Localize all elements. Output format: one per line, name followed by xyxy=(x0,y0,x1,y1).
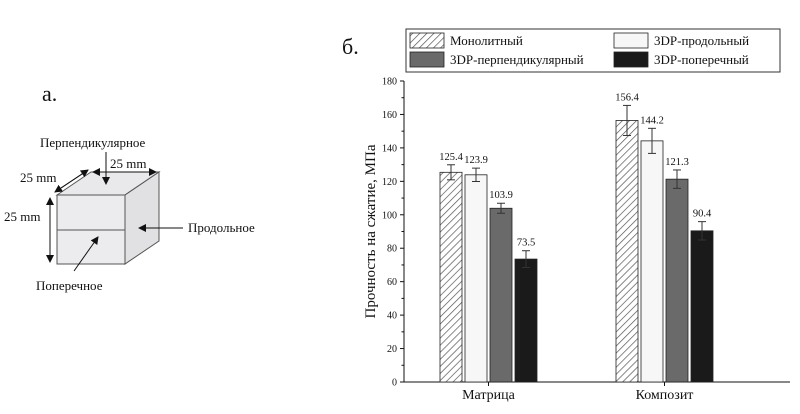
bar xyxy=(640,140,664,383)
y-tick-label: 60 xyxy=(387,277,397,288)
legend-label: 3DP-поперечный xyxy=(654,52,749,67)
legend-label: 3DP-перпендикулярный xyxy=(450,52,584,67)
legend-swatch xyxy=(409,32,445,49)
data-label: 90.4 xyxy=(693,209,712,220)
x-tick-label: Композит xyxy=(636,388,694,403)
y-tick-label: 160 xyxy=(382,110,397,121)
bar xyxy=(615,120,639,383)
x-tick-label: Матрица xyxy=(462,388,516,403)
bar xyxy=(489,207,513,383)
legend-swatch xyxy=(409,51,445,68)
legend-swatch xyxy=(613,51,649,68)
y-tick-label: 20 xyxy=(387,344,397,355)
data-label: 125.4 xyxy=(439,152,463,163)
y-tick-label: 100 xyxy=(382,210,397,221)
legend-label: 3DP-продольный xyxy=(654,33,749,48)
dim-label-height: 25 mm xyxy=(4,209,40,224)
bar xyxy=(464,174,488,383)
data-label: 144.2 xyxy=(640,115,664,126)
panel-a-label: а. xyxy=(42,81,57,106)
bar xyxy=(439,171,463,383)
data-label: 123.9 xyxy=(464,155,488,166)
data-label: 73.5 xyxy=(517,238,535,249)
transverse-label: Поперечное xyxy=(36,278,103,293)
panel-b: б. Монолитный 3DP-продольный 3DP-перпендик… xyxy=(342,28,790,403)
cube-diagram xyxy=(55,171,161,265)
bar xyxy=(514,258,538,383)
perpendicular-label: Перпендикулярное xyxy=(40,135,146,150)
panel-b-label: б. xyxy=(342,34,359,59)
dim-label-top: 25 mm xyxy=(110,156,146,171)
longitudinal-label: Продольное xyxy=(188,220,255,235)
y-tick-label: 0 xyxy=(392,378,397,389)
legend-box xyxy=(405,28,781,73)
legend-swatch xyxy=(613,32,649,49)
chart-area: 0 20 40 60 80 100 120 140 160 180 Прочность на сжа… xyxy=(363,77,790,403)
y-tick-label: 80 xyxy=(387,244,397,255)
y-tick-label: 180 xyxy=(382,77,397,88)
panel-a: а. 25 mm 25 mm 25 mm Перпендикулярное Пр… xyxy=(4,81,255,293)
legend-label: Монолитный xyxy=(450,33,523,48)
y-axis-label: Прочность на сжатие, МПа xyxy=(363,144,379,318)
data-label: 103.9 xyxy=(489,190,513,201)
dim-label-diag: 25 mm xyxy=(20,170,56,185)
bar xyxy=(690,230,714,383)
y-tick-label: 40 xyxy=(387,311,397,322)
chart-legend: Монолитный 3DP-продольный 3DP-перпендикуля… xyxy=(405,28,781,73)
bar xyxy=(665,178,689,383)
transverse-arrow xyxy=(73,236,99,272)
y-tick-label: 140 xyxy=(382,143,397,154)
data-label: 156.4 xyxy=(615,92,639,103)
y-tick-label: 120 xyxy=(382,177,397,188)
dim-arrow-diag-back xyxy=(54,169,89,193)
data-label: 121.3 xyxy=(665,157,689,168)
